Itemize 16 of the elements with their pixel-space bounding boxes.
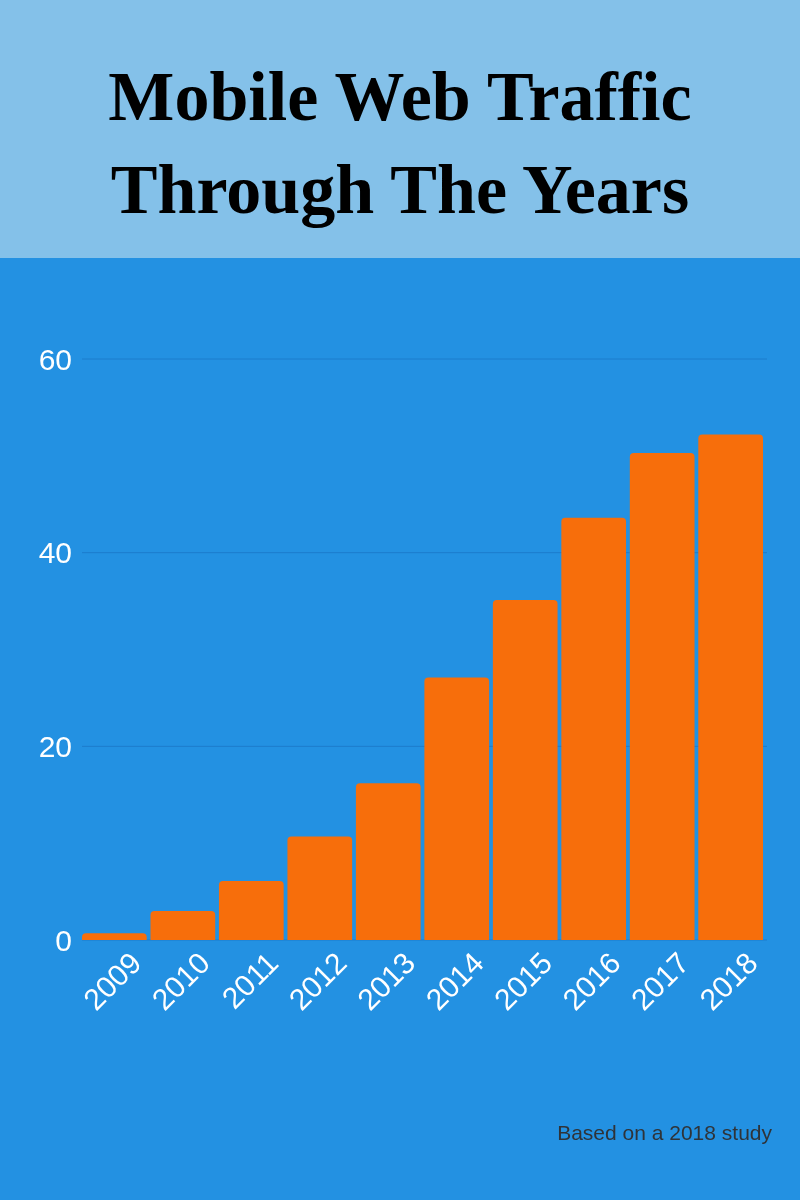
bar xyxy=(82,933,147,940)
text: Based on a 2018 study xyxy=(557,1121,773,1144)
bar xyxy=(355,783,421,940)
chart-title: Mobile Web Traffic Through The Years xyxy=(108,58,692,228)
y-tick-label: 60 xyxy=(38,342,72,376)
bar xyxy=(218,880,284,940)
bar xyxy=(492,600,558,940)
y-tick-label: 0 xyxy=(55,923,72,957)
bar xyxy=(150,910,216,940)
y-tick-label: 20 xyxy=(38,729,72,763)
y-tick-label: 40 xyxy=(38,536,72,570)
bar xyxy=(561,517,627,940)
bar xyxy=(287,836,353,940)
bar xyxy=(629,452,695,940)
bar xyxy=(424,677,490,940)
bar xyxy=(698,434,763,940)
